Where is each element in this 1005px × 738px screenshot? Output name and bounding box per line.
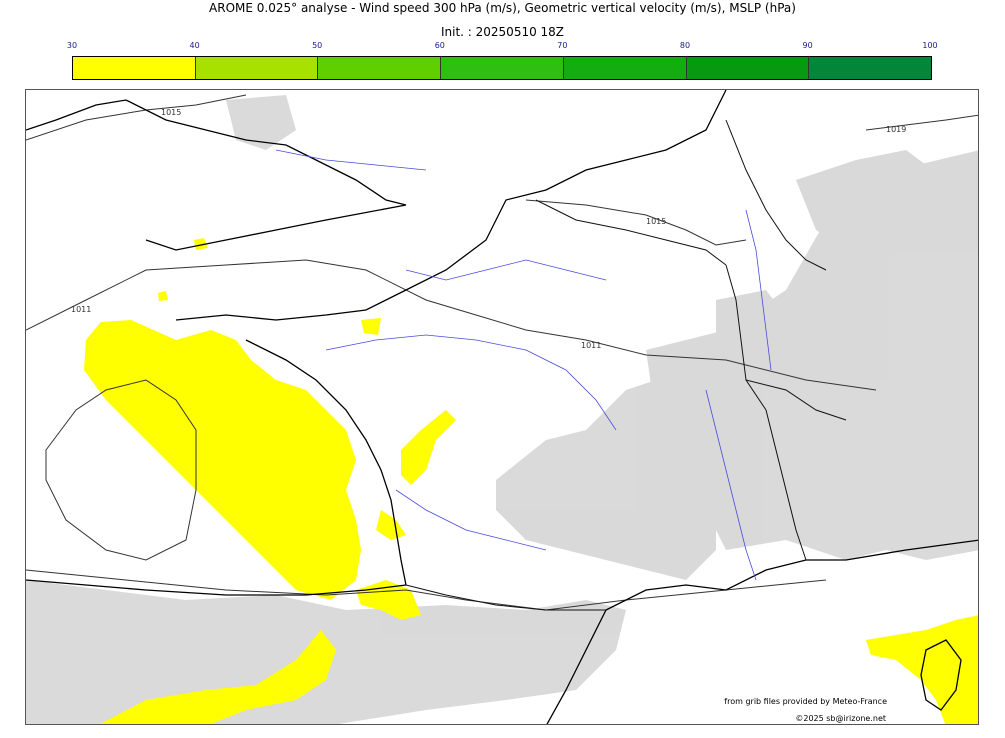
colorbar-tick: 60	[434, 41, 445, 50]
river-rhone	[705, 389, 757, 581]
coast-brittany-normandy	[175, 90, 727, 321]
river-thames	[275, 149, 427, 171]
colorbar-tick: 90	[802, 41, 813, 50]
coast-spain-east	[546, 609, 607, 724]
jet-small-1	[194, 238, 208, 250]
wind-speed-colorbar	[72, 56, 932, 80]
coast-spain-north	[26, 579, 407, 596]
colorbar-tick: 40	[189, 41, 200, 50]
isobar-label: 1019	[886, 125, 906, 134]
chart-title: AROME 0.025° analyse - Wind speed 300 hP…	[209, 1, 796, 15]
shade-alps	[646, 150, 978, 560]
colorbar-segment	[318, 57, 442, 79]
colorbar-tick: 70	[557, 41, 568, 50]
colorbar-tick: 80	[679, 41, 691, 50]
colorbar-tick: 100	[922, 41, 938, 50]
shade-jura	[716, 290, 796, 380]
coast-corsica	[920, 639, 962, 711]
jet-centre	[376, 510, 406, 540]
isobar-south	[26, 569, 827, 611]
isobar-1019-north-east	[865, 114, 978, 131]
colorbar-segment	[73, 57, 196, 79]
border-france-italy	[765, 409, 807, 561]
shade-central-france	[496, 380, 716, 580]
map-canvas: 1015 1011 1015 1011 1019	[26, 90, 978, 724]
isobar-1011-west	[26, 259, 877, 391]
colorbar-segment	[195, 57, 319, 79]
jet-loire	[401, 410, 456, 485]
country-borders	[405, 119, 847, 611]
weather-map: 1015 1011 1015 1011 1019	[25, 89, 979, 725]
coast-mediterranean	[605, 539, 978, 611]
river-loire	[325, 334, 617, 431]
colorbar-segment	[563, 57, 687, 79]
colorbar-segment	[686, 57, 810, 79]
river-garonne	[395, 489, 547, 551]
coast-atlantic-france	[245, 339, 407, 586]
jet-bay-of-biscay	[84, 320, 361, 600]
isobar-label: 1015	[161, 108, 181, 117]
jet-small-3	[361, 318, 381, 335]
isobar-1015-central	[525, 199, 747, 246]
isobar-label: 1011	[581, 341, 601, 350]
river-seine	[405, 259, 607, 281]
isobar-label: 1011	[71, 305, 91, 314]
isobar-1015-north	[26, 94, 247, 141]
border-france-switzerland	[745, 379, 847, 421]
coastlines	[26, 90, 978, 724]
border-germany	[725, 119, 827, 271]
isobar-low-biscay	[45, 379, 197, 561]
border-pyrenees	[405, 584, 606, 611]
shade-england	[226, 95, 296, 150]
colorbar-tick: 50	[312, 41, 323, 50]
border-france-germany	[725, 264, 767, 411]
init-time: Init. : 20250510 18Z	[440, 25, 565, 39]
credit-copyright: ©2025 sb@irizone.net	[795, 714, 886, 723]
river-rhine	[745, 209, 772, 371]
colorbar-segment	[441, 57, 564, 79]
vertical-velocity-shading	[26, 95, 978, 724]
rivers	[275, 149, 772, 581]
colorbar-tick-labels: 30 40 50 60 70 80 90 100	[67, 41, 938, 53]
jet-small-2	[158, 291, 168, 301]
credit-source: from grib files provided by Meteo-France	[724, 697, 887, 706]
colorbar-tick: 30	[66, 41, 78, 50]
border-france-belgium	[535, 199, 727, 266]
isobar-label: 1015	[646, 217, 666, 226]
shade-north-sea	[796, 150, 946, 250]
coast-england	[26, 99, 407, 251]
colorbar-segment	[809, 57, 932, 79]
jet-spain	[99, 630, 336, 724]
isobar-labels: 1015 1011 1015 1011 1019	[71, 108, 906, 350]
